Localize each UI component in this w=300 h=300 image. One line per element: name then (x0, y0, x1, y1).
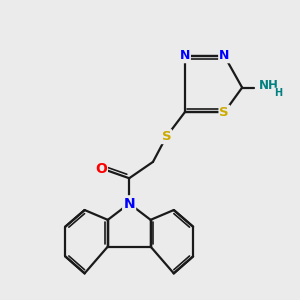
Text: N: N (180, 49, 190, 62)
Text: NH: NH (259, 79, 278, 92)
Text: O: O (95, 162, 107, 176)
Text: N: N (123, 196, 135, 211)
Text: S: S (161, 130, 171, 143)
Text: S: S (220, 106, 229, 119)
Text: N: N (219, 49, 230, 62)
Text: N: N (123, 196, 135, 211)
Text: H: H (274, 88, 282, 98)
